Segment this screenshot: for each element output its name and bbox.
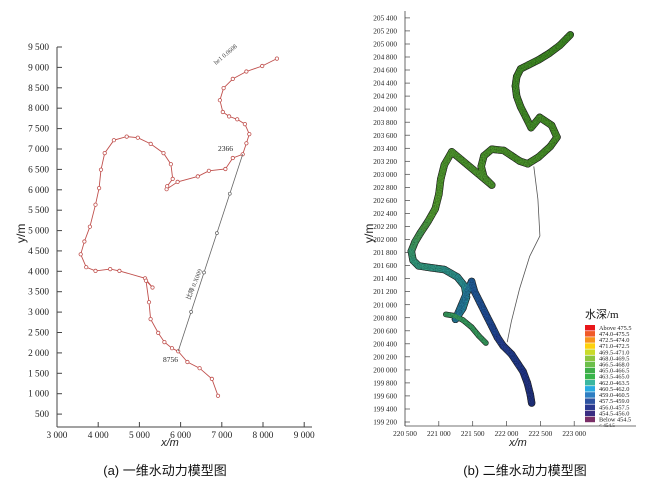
svg-text:2 500: 2 500 xyxy=(28,329,49,339)
svg-text:6 500: 6 500 xyxy=(28,165,49,175)
svg-text:201 800: 201 800 xyxy=(373,248,397,257)
svg-text:9 000: 9 000 xyxy=(28,63,49,73)
svg-text:203 800: 203 800 xyxy=(373,118,397,127)
svg-text:200 200: 200 200 xyxy=(373,352,397,361)
svg-text:8 500: 8 500 xyxy=(28,84,49,94)
svg-text:8 000: 8 000 xyxy=(253,431,274,441)
svg-text:1 000: 1 000 xyxy=(28,390,49,400)
svg-text:202 800: 202 800 xyxy=(373,183,397,192)
svg-text:200 400: 200 400 xyxy=(373,339,397,348)
svg-text:3 500: 3 500 xyxy=(28,288,49,298)
svg-text:9 000: 9 000 xyxy=(294,431,315,441)
svg-text:204 800: 204 800 xyxy=(373,53,397,62)
svg-text:4 000: 4 000 xyxy=(88,431,109,441)
svg-text:8 000: 8 000 xyxy=(28,104,49,114)
svg-text:223 000: 223 000 xyxy=(562,429,586,438)
svg-text:5 500: 5 500 xyxy=(28,206,49,216)
svg-text:500: 500 xyxy=(35,410,49,420)
svg-text:199 600: 199 600 xyxy=(373,392,397,401)
svg-text:1 500: 1 500 xyxy=(28,369,49,379)
svg-text:2 000: 2 000 xyxy=(28,349,49,359)
svg-text:204 000: 204 000 xyxy=(373,105,397,114)
svg-text:199 200: 199 200 xyxy=(373,418,397,427)
svg-text:220 500: 220 500 xyxy=(393,429,417,438)
svg-text:205 200: 205 200 xyxy=(373,27,397,36)
svg-text:205 400: 205 400 xyxy=(373,14,397,23)
svg-text:203 200: 203 200 xyxy=(373,157,397,166)
svg-text:201 000: 201 000 xyxy=(373,300,397,309)
svg-text:200 000: 200 000 xyxy=(373,366,397,375)
svg-text:8756: 8756 xyxy=(163,355,178,364)
svg-text:203 000: 203 000 xyxy=(373,170,397,179)
svg-text:2366: 2366 xyxy=(218,144,233,153)
svg-text:4 000: 4 000 xyxy=(28,267,49,277)
svg-text:3 000: 3 000 xyxy=(28,308,49,318)
svg-text:204 400: 204 400 xyxy=(373,79,397,88)
svg-text:201 200: 201 200 xyxy=(373,287,397,296)
svg-text:3 000: 3 000 xyxy=(47,431,68,441)
svg-text:203 600: 203 600 xyxy=(373,131,397,140)
svg-text:7 500: 7 500 xyxy=(28,125,49,135)
svg-text:204 200: 204 200 xyxy=(373,92,397,101)
svg-text:201 600: 201 600 xyxy=(373,261,397,270)
svg-text:203 400: 203 400 xyxy=(373,144,397,153)
svg-text:202 600: 202 600 xyxy=(373,196,397,205)
svg-text:204 600: 204 600 xyxy=(373,66,397,75)
svg-text:205 000: 205 000 xyxy=(373,40,397,49)
svg-text:7 000: 7 000 xyxy=(211,431,232,441)
svg-text:202 400: 202 400 xyxy=(373,209,397,218)
svg-text:水深/m: 水深/m xyxy=(585,308,619,321)
svg-text:221 000: 221 000 xyxy=(427,429,451,438)
svg-text:200 600: 200 600 xyxy=(373,326,397,335)
svg-text:199 800: 199 800 xyxy=(373,379,397,388)
svg-text:6 000: 6 000 xyxy=(28,186,49,196)
svg-text:199 400: 199 400 xyxy=(373,405,397,414)
svg-text:9 500: 9 500 xyxy=(28,43,49,53)
svg-text:7 000: 7 000 xyxy=(28,145,49,155)
svg-text:201 400: 201 400 xyxy=(373,274,397,283)
svg-text:200 800: 200 800 xyxy=(373,313,397,322)
svg-text:4 500: 4 500 xyxy=(28,247,49,257)
svg-text:< 454.5: < 454.5 xyxy=(599,423,615,429)
